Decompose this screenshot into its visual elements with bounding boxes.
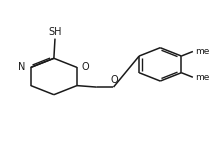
Text: me: me: [195, 73, 209, 82]
Text: N: N: [18, 62, 25, 72]
Text: O: O: [111, 75, 118, 85]
Text: me: me: [195, 47, 209, 56]
Text: SH: SH: [48, 27, 62, 37]
Text: O: O: [81, 62, 89, 72]
